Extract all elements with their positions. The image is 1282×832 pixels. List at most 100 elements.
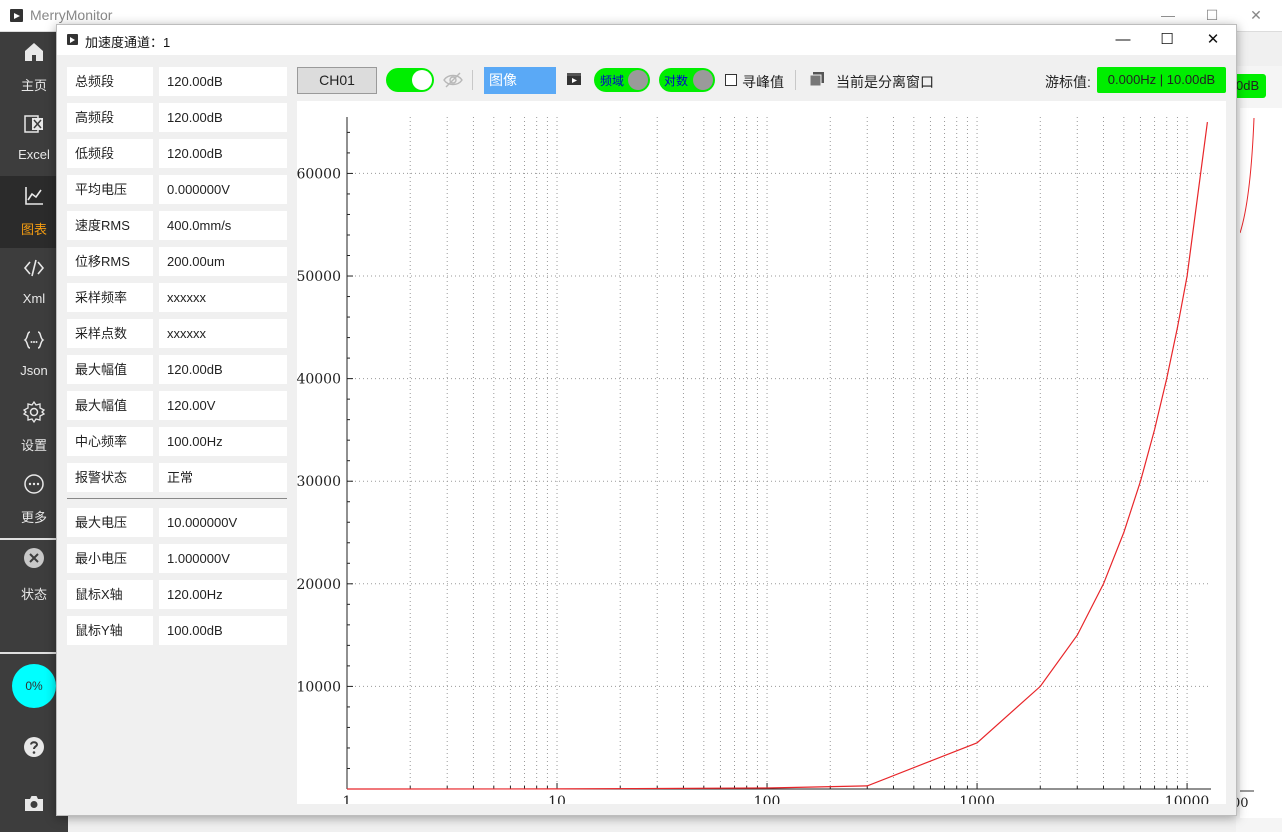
sidebar-divider (0, 538, 68, 540)
peak-checkbox[interactable] (725, 74, 737, 86)
camera-icon[interactable] (22, 791, 46, 815)
sidebar-item-json[interactable]: Json (0, 320, 68, 392)
mode-select[interactable]: 图像 (484, 67, 556, 94)
info-value: 100.00Hz (159, 427, 287, 456)
window-minimize-button[interactable]: — (1115, 31, 1131, 48)
window-title: 加速度通道：1 (85, 35, 171, 50)
toolbar-separator (472, 70, 473, 90)
status-close-icon (24, 548, 44, 568)
main-plot-fragment (1239, 117, 1255, 792)
info-label: 鼠标Y轴 (67, 616, 153, 645)
toggle-knob (693, 70, 713, 90)
info-label: 最大幅值 (67, 391, 153, 420)
info-value: 120.00dB (159, 103, 287, 132)
main-close-button[interactable]: ✕ (1250, 7, 1262, 23)
info-label: 高频段 (67, 103, 153, 132)
info-label: 最大电压 (67, 508, 153, 537)
toggle-knob (628, 70, 648, 90)
sidebar-item-more[interactable]: 更多 (0, 464, 68, 536)
y-tick-label: 10000 (297, 679, 341, 695)
info-label: 鼠标X轴 (67, 580, 153, 609)
window-icon (67, 34, 78, 45)
info-label: 中心频率 (67, 427, 153, 456)
spectrum-chart-svg[interactable]: 1 10 100 1000 10000 10000 20000 30000 40000 50000… (297, 101, 1226, 804)
main-minimize-button[interactable]: — (1161, 7, 1175, 23)
sidebar-item-label: 更多 (20, 510, 47, 525)
sidebar-item-label: 图表 (20, 222, 47, 237)
log-toggle-label: 对数 (664, 74, 689, 88)
sidebar-item-label: 主页 (20, 78, 47, 93)
video-icon[interactable] (566, 71, 582, 87)
info-value: 200.00um (159, 247, 287, 276)
main-cursor-badge-text: 0dB (1236, 78, 1260, 93)
info-value: 10.000000V (159, 508, 287, 537)
x-tick-label: 10000 (1165, 794, 1210, 804)
x-tick-label: 10 (548, 794, 566, 804)
y-tick-label: 30000 (297, 474, 341, 490)
y-tick-label: 60000 (297, 166, 341, 182)
eye-hidden-icon[interactable] (442, 69, 464, 91)
main-cursor-badge: 0dB (1236, 74, 1266, 98)
code-icon (23, 259, 45, 277)
detach-status-text: 当前是分离窗口 (836, 74, 934, 90)
more-icon (24, 474, 44, 494)
sidebar-item-home[interactable]: 主页 (0, 32, 68, 104)
sidebar-item-excel[interactable]: Excel (0, 104, 68, 176)
sidebar-divider (0, 652, 68, 654)
sidebar-item-label: Json (20, 363, 48, 378)
info-value: 400.0mm/s (159, 211, 287, 240)
excel-icon (24, 115, 43, 133)
spectrum-chart[interactable]: 1 10 100 1000 10000 10000 20000 30000 40000 50000… (297, 101, 1226, 804)
info-label: 低频段 (67, 139, 153, 168)
braces-icon (23, 331, 45, 349)
channel-button[interactable]: CH01 (297, 67, 377, 94)
window-close-button[interactable]: ✕ (1206, 31, 1220, 48)
info-value: xxxxxx (159, 319, 287, 348)
info-value: 120.00dB (159, 355, 287, 384)
sidebar-item-label: Excel (18, 147, 50, 162)
channel-window: 加速度通道：1 — ☐ ✕ 总频段 120.00dB 高频段 120.00dB 低频段 1… (56, 24, 1237, 816)
info-value: xxxxxx (159, 283, 287, 312)
channel-window-body: 总频段 120.00dB 高频段 120.00dB 低频段 120.00dB 平均电压 0.0… (57, 55, 1236, 815)
channel-window-titlebar[interactable]: 加速度通道：1 — ☐ ✕ (57, 25, 1236, 55)
sidebar-item-label: 设置 (20, 438, 47, 453)
info-label: 总频段 (67, 67, 153, 96)
info-label: 最大幅值 (67, 355, 153, 384)
main-plot-backdrop (1239, 108, 1282, 818)
x-tick-label: 1000 (959, 794, 995, 804)
sidebar-item-label: 状态 (20, 587, 47, 602)
info-value: 1.000000V (159, 544, 287, 573)
info-label: 报警状态 (67, 463, 153, 492)
info-value: 120.00V (159, 391, 287, 420)
series-line (346, 122, 1208, 790)
toggle-knob (412, 70, 432, 90)
x-tick-label: 1 (343, 794, 352, 804)
sidebar-item-xml[interactable]: Xml (0, 248, 68, 320)
x-tick-label: 100 (754, 794, 781, 804)
freq-domain-toggle[interactable]: 频域 (594, 68, 650, 92)
info-value: 正常 (159, 463, 287, 492)
sidebar-item-status[interactable]: 状态 (0, 510, 68, 606)
info-divider (67, 498, 287, 499)
app-title: MerryMonitor (30, 7, 113, 23)
info-label: 采样频率 (67, 283, 153, 312)
home-icon (25, 43, 43, 61)
freq-toggle-label: 频域 (600, 74, 625, 88)
info-value: 120.00Hz (159, 580, 287, 609)
peak-checkbox-label[interactable]: 寻峰值 (742, 74, 784, 90)
sidebar-item-settings[interactable]: 设置 (0, 392, 68, 464)
channel-enable-toggle[interactable] (386, 68, 434, 92)
gear-icon (22, 400, 46, 424)
y-tick-label: 20000 (297, 577, 341, 593)
progress-indicator: 0% (12, 664, 56, 708)
info-label: 最小电压 (67, 544, 153, 573)
window-maximize-button[interactable]: ☐ (1160, 31, 1174, 48)
info-label: 位移RMS (67, 247, 153, 276)
window-detach-icon[interactable] (809, 71, 825, 87)
main-maximize-button[interactable]: ☐ (1205, 7, 1219, 23)
sidebar-item-label: Xml (22, 291, 46, 306)
info-label: 平均电压 (67, 175, 153, 204)
info-value: 120.00dB (159, 139, 287, 168)
help-icon[interactable] (22, 735, 46, 759)
log-scale-toggle[interactable]: 对数 (659, 68, 715, 92)
